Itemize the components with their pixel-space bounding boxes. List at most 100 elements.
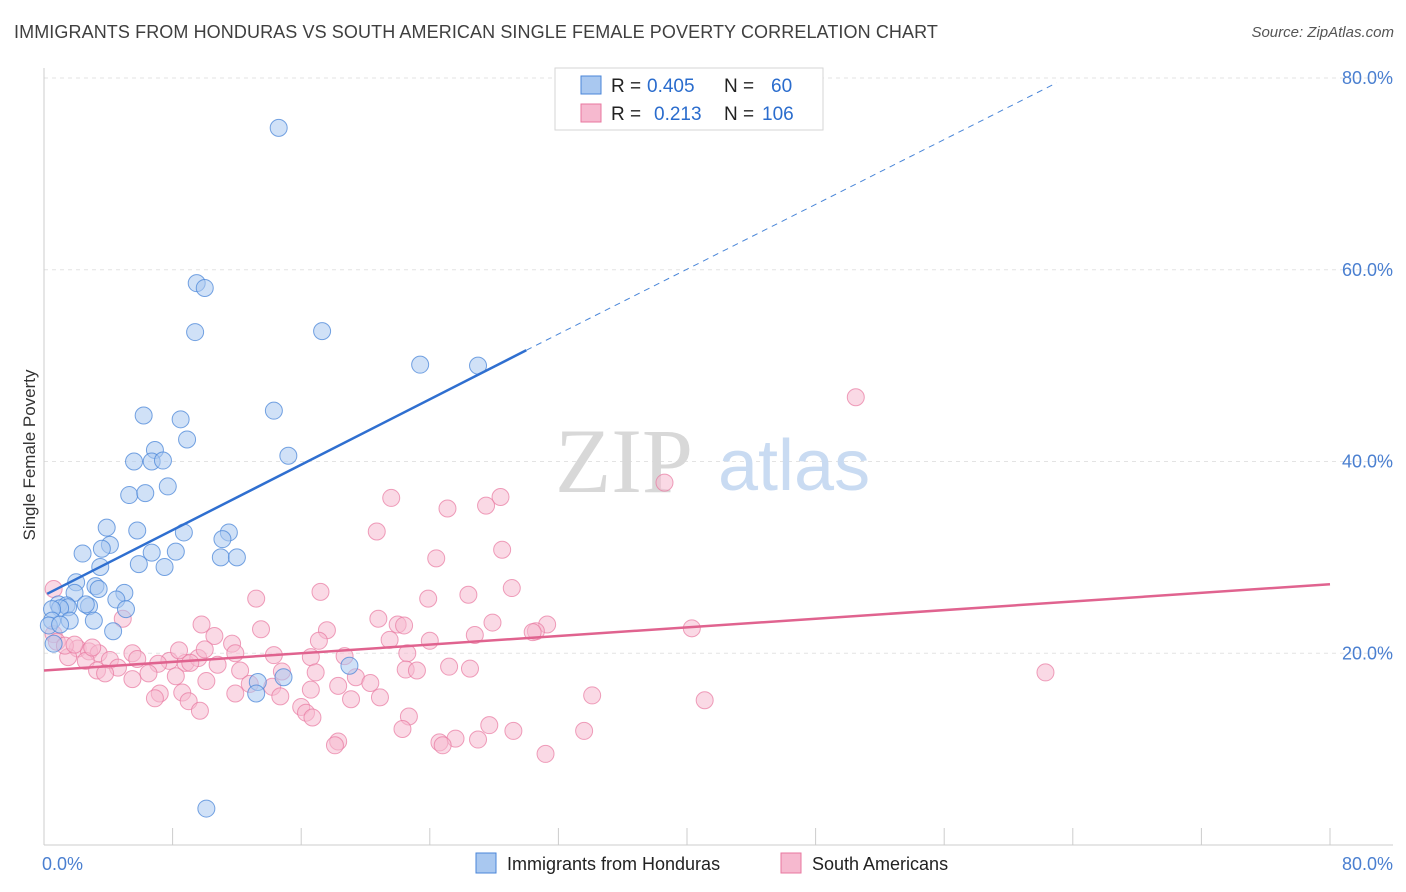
honduras-point bbox=[116, 600, 135, 619]
south-americans-point bbox=[382, 488, 401, 507]
honduras-point bbox=[247, 684, 266, 703]
south-americans-point bbox=[395, 616, 414, 635]
honduras-point bbox=[213, 530, 232, 549]
south-americans-point bbox=[480, 716, 499, 735]
south-americans-point bbox=[192, 615, 211, 634]
honduras-point bbox=[313, 322, 332, 341]
south-americans-point bbox=[181, 653, 200, 672]
south-americans-point bbox=[197, 672, 216, 691]
trend-lines bbox=[43, 82, 1331, 672]
south-americans-point bbox=[407, 661, 426, 680]
south-americans-point bbox=[252, 620, 271, 639]
south-americans-point bbox=[306, 663, 325, 682]
south-americans-point bbox=[170, 641, 189, 660]
south-americans-point bbox=[205, 626, 224, 645]
south-americans-point bbox=[469, 730, 488, 749]
south-americans-point bbox=[440, 657, 459, 676]
honduras-point bbox=[129, 555, 148, 574]
stats-legend: R = 0.405 N = 60 R = 0.213 N = 106 bbox=[554, 67, 824, 131]
south-americans-trend-line bbox=[43, 582, 1331, 672]
south-americans-point bbox=[65, 635, 84, 654]
south-americans-point bbox=[145, 689, 164, 708]
south-americans-point bbox=[1036, 663, 1055, 682]
south-americans-point bbox=[419, 589, 438, 608]
south-americans-point bbox=[367, 522, 386, 541]
south-americans-point bbox=[370, 688, 389, 707]
south-americans-point bbox=[301, 680, 320, 699]
legend-r-value-2: 0.213 bbox=[654, 104, 702, 125]
honduras-points bbox=[39, 118, 488, 818]
honduras-point bbox=[274, 668, 293, 687]
south-americans-point bbox=[369, 609, 388, 628]
honduras-point bbox=[76, 595, 95, 614]
honduras-point bbox=[411, 355, 430, 374]
source-label: Source: ZipAtlas.com bbox=[1251, 24, 1394, 41]
south-americans-point bbox=[483, 613, 502, 632]
south-americans-point bbox=[491, 487, 510, 506]
south-americans-point bbox=[195, 640, 214, 659]
south-americans-point bbox=[83, 638, 102, 657]
south-americans-point bbox=[231, 661, 250, 680]
honduras-point bbox=[89, 580, 108, 599]
honduras-point bbox=[197, 799, 216, 818]
south-americans-point bbox=[460, 659, 479, 678]
south-americans-point bbox=[536, 744, 555, 763]
watermark-zip: ZIP bbox=[555, 410, 693, 512]
south-americans-point bbox=[477, 496, 496, 515]
south-americans-point bbox=[208, 655, 227, 674]
axes bbox=[43, 68, 1393, 846]
honduras-point bbox=[97, 518, 116, 537]
legend-swatch-honduras bbox=[580, 75, 602, 95]
honduras-point bbox=[186, 323, 205, 342]
honduras-point bbox=[125, 452, 144, 471]
south-americans-point bbox=[166, 667, 185, 686]
honduras-point bbox=[92, 539, 111, 558]
honduras-point bbox=[227, 548, 246, 567]
south-americans-point bbox=[123, 670, 142, 689]
bottom-legend-swatch-south-americans bbox=[780, 852, 802, 874]
honduras-point bbox=[195, 278, 214, 297]
honduras-point bbox=[279, 446, 298, 465]
south-americans-point bbox=[311, 582, 330, 601]
honduras-point bbox=[171, 410, 190, 429]
south-americans-point bbox=[342, 690, 361, 709]
x-tick-label-max: 80.0% bbox=[1342, 854, 1393, 874]
south-americans-point bbox=[329, 676, 348, 695]
y-axis-label: Single Female Poverty bbox=[20, 369, 39, 541]
south-americans-point bbox=[427, 549, 446, 568]
honduras-point bbox=[84, 611, 103, 630]
legend-n-value-1: 60 bbox=[771, 76, 792, 97]
bottom-legend-swatch-honduras bbox=[475, 852, 497, 874]
honduras-point bbox=[153, 451, 172, 470]
honduras-point bbox=[120, 486, 139, 505]
south-americans-point bbox=[502, 579, 521, 598]
south-americans-point bbox=[247, 589, 266, 608]
south-americans-point bbox=[465, 626, 484, 645]
south-americans-point bbox=[695, 691, 714, 710]
legend-n-label-1: N = bbox=[724, 76, 754, 97]
honduras-point bbox=[136, 484, 155, 503]
honduras-trend-extrapolation bbox=[526, 82, 1057, 351]
honduras-point bbox=[128, 521, 147, 540]
honduras-point bbox=[104, 622, 123, 641]
south-americans-point bbox=[493, 540, 512, 559]
honduras-point bbox=[44, 634, 63, 653]
south-americans-point bbox=[44, 580, 63, 599]
chart-title: IMMIGRANTS FROM HONDURAS VS SOUTH AMERIC… bbox=[14, 22, 938, 42]
south-americans-point bbox=[361, 673, 380, 692]
legend-r-label-1: R = bbox=[611, 76, 641, 97]
honduras-point bbox=[155, 557, 174, 576]
y-tick-label: 40.0% bbox=[1342, 452, 1393, 472]
y-tick-label: 80.0% bbox=[1342, 68, 1393, 88]
south-americans-point bbox=[459, 585, 478, 604]
honduras-point bbox=[264, 401, 283, 420]
y-tick-labels: 20.0% 40.0% 60.0% 80.0% bbox=[1342, 68, 1393, 663]
south-americans-point bbox=[303, 708, 322, 727]
south-americans-point bbox=[325, 736, 344, 755]
legend-r-value-1: 0.405 bbox=[647, 76, 695, 97]
honduras-point bbox=[269, 118, 288, 137]
south-americans-point bbox=[139, 664, 158, 683]
south-americans-point bbox=[504, 721, 523, 740]
south-americans-point bbox=[393, 719, 412, 738]
